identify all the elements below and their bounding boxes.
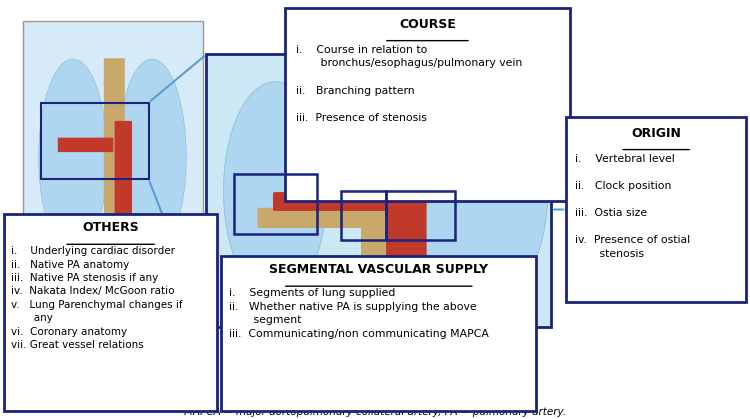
FancyBboxPatch shape bbox=[566, 117, 746, 302]
Text: MAPCA = major aortopulmonary collateral artery, PA = pulmonary artery.: MAPCA = major aortopulmonary collateral … bbox=[184, 407, 566, 417]
FancyBboxPatch shape bbox=[221, 256, 536, 411]
Text: SEGMENTAL VASCULAR SUPPLY: SEGMENTAL VASCULAR SUPPLY bbox=[269, 263, 488, 276]
FancyBboxPatch shape bbox=[22, 21, 202, 293]
FancyBboxPatch shape bbox=[257, 208, 365, 228]
Text: i.    Course in relation to
       bronchus/esophagus/pulmonary vein

ii.   Bran: i. Course in relation to bronchus/esopha… bbox=[296, 45, 523, 123]
Text: OTHERS: OTHERS bbox=[82, 221, 139, 234]
Ellipse shape bbox=[39, 59, 107, 255]
Ellipse shape bbox=[118, 59, 186, 255]
FancyBboxPatch shape bbox=[206, 54, 551, 327]
Ellipse shape bbox=[224, 82, 327, 300]
Text: i.    Underlying cardiac disorder
ii.   Native PA anatomy
iii.  Native PA stenos: i. Underlying cardiac disorder ii. Nativ… bbox=[11, 246, 183, 350]
Ellipse shape bbox=[417, 71, 548, 310]
FancyBboxPatch shape bbox=[361, 76, 397, 324]
FancyBboxPatch shape bbox=[285, 8, 570, 201]
FancyBboxPatch shape bbox=[4, 214, 217, 411]
Text: i.    Vertebral level

ii.   Clock position

iii.  Ostia size

iv.  Presence of : i. Vertebral level ii. Clock position ii… bbox=[575, 154, 690, 259]
FancyBboxPatch shape bbox=[115, 121, 132, 272]
Text: i.    Segments of lung supplied
ii.   Whether native PA is supplying the above
 : i. Segments of lung supplied ii. Whether… bbox=[229, 288, 489, 339]
FancyBboxPatch shape bbox=[386, 129, 427, 324]
Ellipse shape bbox=[382, 90, 478, 172]
Text: ORIGIN: ORIGIN bbox=[632, 127, 681, 140]
FancyBboxPatch shape bbox=[104, 58, 125, 272]
FancyBboxPatch shape bbox=[58, 137, 113, 152]
Text: COURSE: COURSE bbox=[399, 18, 456, 31]
FancyBboxPatch shape bbox=[273, 192, 392, 211]
